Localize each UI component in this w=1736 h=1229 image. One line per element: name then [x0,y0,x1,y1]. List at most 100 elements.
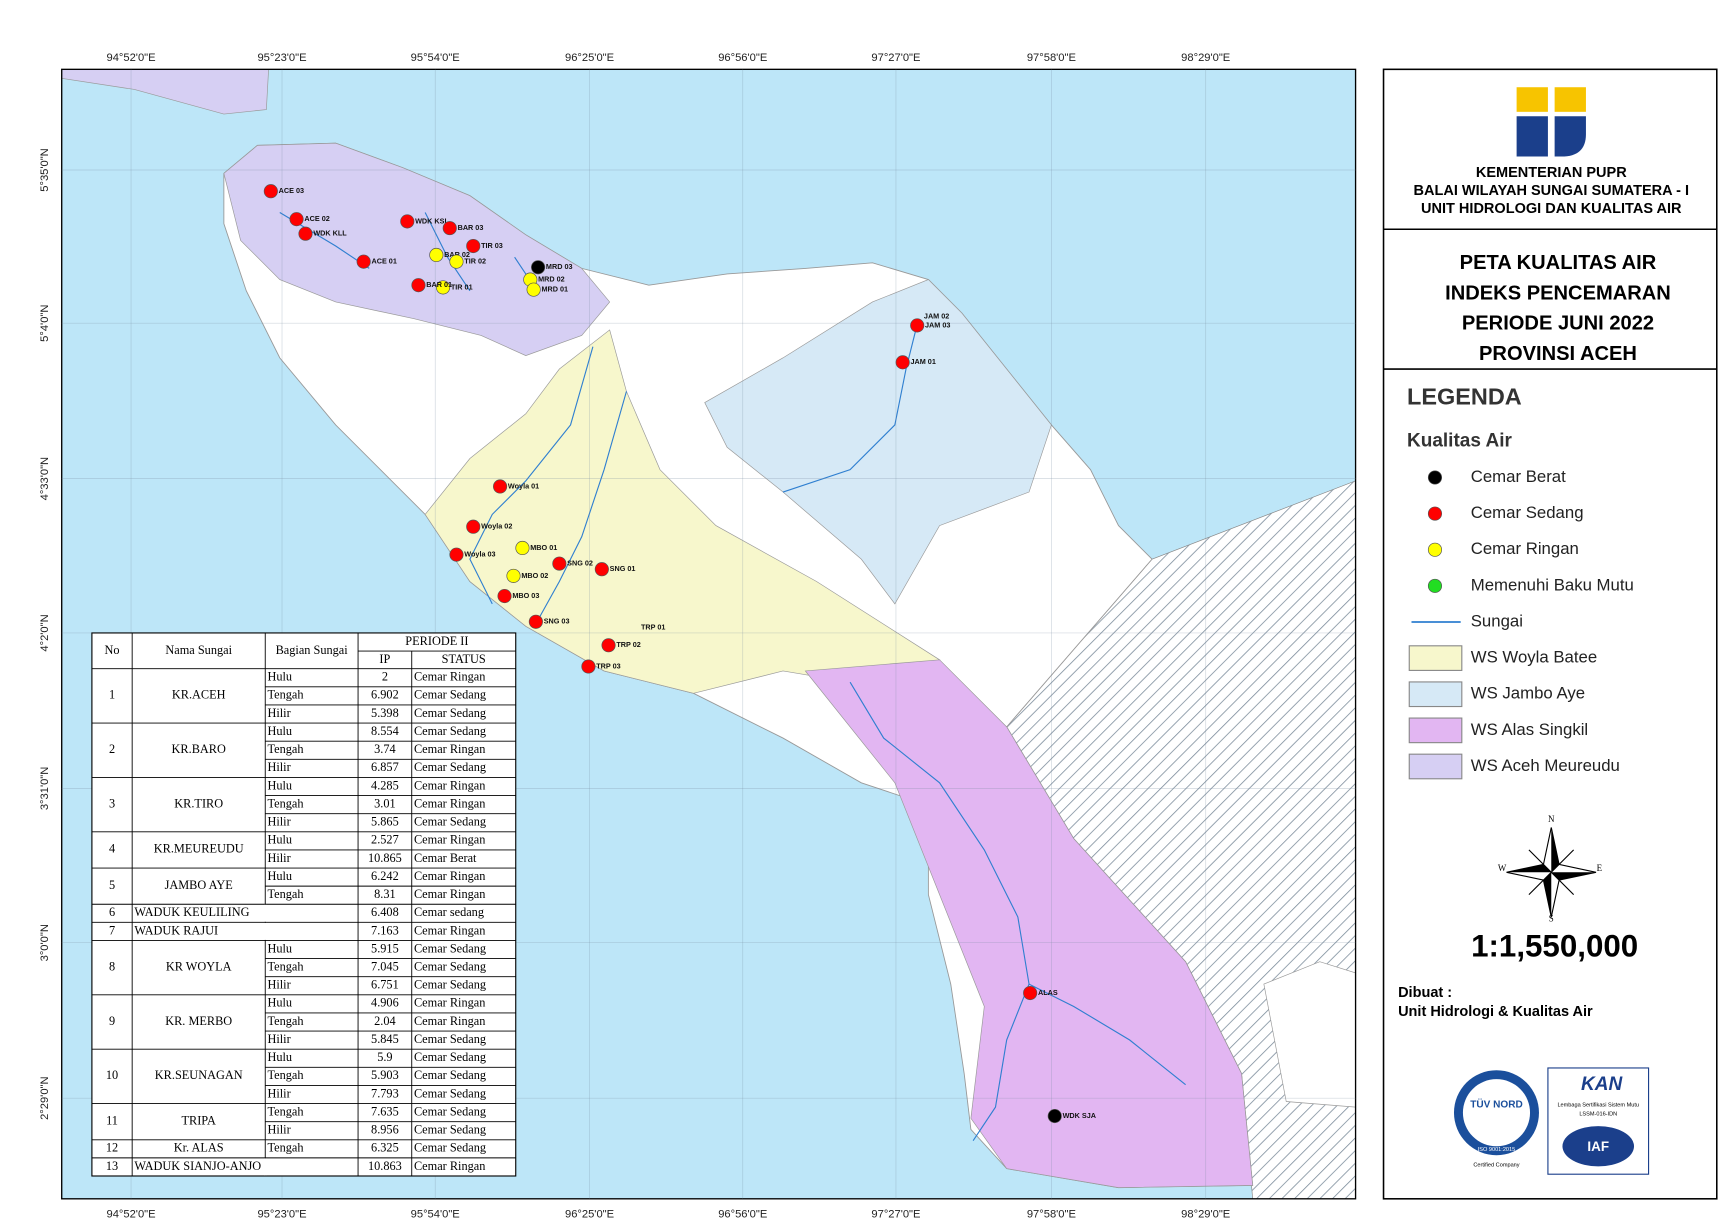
lon-label: 97°58'0"E [1027,52,1076,64]
table-cell: Hulu [267,941,292,955]
table-cell: Cemar Berat [414,851,477,865]
legend-label: Sungai [1471,611,1523,630]
table-cell: 3 [109,796,115,810]
station-marker [400,214,415,229]
legend-symbol [1408,753,1463,780]
compass-letter: W [1498,863,1507,873]
compass-letter: E [1597,863,1603,873]
table-cell: Hulu [267,670,292,684]
station-marker [466,238,481,254]
legend-symbol [1408,717,1463,744]
station-marker [531,260,546,275]
station-label: TIR 02 [464,257,486,266]
table-cell: 2.527 [371,833,399,847]
table-cell: Cemar Ringan [414,1159,485,1173]
table-cell: 6.325 [371,1141,399,1155]
table-cell: 4.906 [371,996,399,1010]
table-cell: 8.31 [374,887,396,901]
table-cell: JAMBO AYE [165,878,233,892]
table-cell: Cemar Sedang [414,941,486,955]
table-cell: KR.SEUNAGAN [155,1068,243,1082]
station-label: MRD 01 [541,285,568,294]
table-cell: Hulu [267,724,292,738]
cert-text: IAF [1587,1139,1609,1154]
table-cell: 6.857 [371,760,399,774]
table-cell: 1 [109,688,115,702]
table-cell: Cemar Ringan [414,670,485,684]
table-cell: 7.793 [371,1086,399,1100]
map-title: PROVINSI ACEH [1479,343,1637,365]
station-marker [493,479,508,494]
table-cell: KR. MERBO [165,1014,232,1028]
credit-value: Unit Hidrologi & Kualitas Air [1398,1004,1593,1020]
table-cell: Cemar Ringan [414,923,485,937]
lat-label: 3°0'0"N [39,924,51,961]
table-cell: Hilir [267,978,290,992]
cell-mask [264,904,267,922]
map-body [61,69,1356,1199]
table-cell: 5 [109,878,115,892]
table-cell: 9 [109,1014,115,1028]
legend-label: WS Jambo Aye [1471,684,1585,703]
weh-island [61,69,269,115]
legend-symbol [1408,645,1463,671]
table-cell: 13 [106,1159,118,1173]
cert-text: Certified Company [1473,1163,1519,1169]
station-marker [411,278,426,293]
lat-label: 4°33'0"N [39,457,51,501]
table-cell: Cemar Sedang [414,959,486,973]
station-marker [466,519,481,534]
table-cell: Cemar Ringan [414,996,485,1010]
table-cell: Cemar Sedang [414,706,486,720]
table-cell: 8 [109,959,115,973]
station-label: ACE 02 [304,214,329,223]
table-cell: 5.9 [377,1050,392,1064]
legend-label: Cemar Sedang [1471,503,1584,522]
station-marker [895,355,910,370]
lon-label: 96°56'0"E [718,1208,767,1220]
station-label: TIR 01 [451,282,473,291]
table-cell: Cemar Sedang [414,815,486,829]
org-line: UNIT HIDROLOGI DAN KUALITAS AIR [1421,201,1682,217]
table-cell: 5.915 [371,941,399,955]
table-cell: Cemar Ringan [414,833,485,847]
compass-letter: N [1548,814,1555,824]
lon-label: 95°54'0"E [411,52,460,64]
station-label: WDK KSL [415,216,449,225]
station-label: ACE 03 [279,186,304,195]
station-marker [449,547,464,562]
station-label: Woyla 02 [481,522,512,531]
station-marker [442,221,457,236]
station-label: SNG 02 [567,559,593,568]
table-cell: Hilir [267,1123,290,1137]
legend-symbol [1427,470,1443,485]
station-label: BAR 01 [426,280,452,289]
table-cell: Cemar Sedang [414,978,486,992]
station-marker [298,226,313,241]
ws-alas-singkil [804,659,1254,1188]
station-marker [497,589,512,604]
org-line: BALAI WILAYAH SUNGAI SUMATERA - I [1414,183,1690,199]
cert-text: LSSM-016-IDN [1579,1111,1617,1117]
station-marker [515,540,530,556]
cert-text: Lembaga Sertifikasi Sistem Mutu [1557,1102,1639,1108]
table-cell: 5.903 [371,1068,399,1082]
station-label: ACE 01 [371,257,396,266]
map-title: PETA KUALITAS AIR [1460,252,1657,274]
table-cell: Tengah [267,796,303,810]
table-cell: Cemar Sedang [414,688,486,702]
table-cell: Tengah [267,1068,303,1082]
station-marker [552,556,567,571]
station-marker [594,562,609,577]
legend-symbol [1427,542,1443,557]
table-cell: Hulu [267,1050,292,1064]
station-marker [1023,985,1038,1001]
station-marker [528,614,543,629]
station-label: MRD 02 [538,274,565,283]
lon-label: 95°23'0"E [257,52,306,64]
table-cell: 7.163 [371,923,399,937]
station-label: WDK SJA [1063,1111,1097,1120]
kan-logo [1547,1067,1650,1175]
map-title: INDEKS PENCEMARAN [1445,282,1671,304]
table-cell: 4.285 [371,778,399,792]
